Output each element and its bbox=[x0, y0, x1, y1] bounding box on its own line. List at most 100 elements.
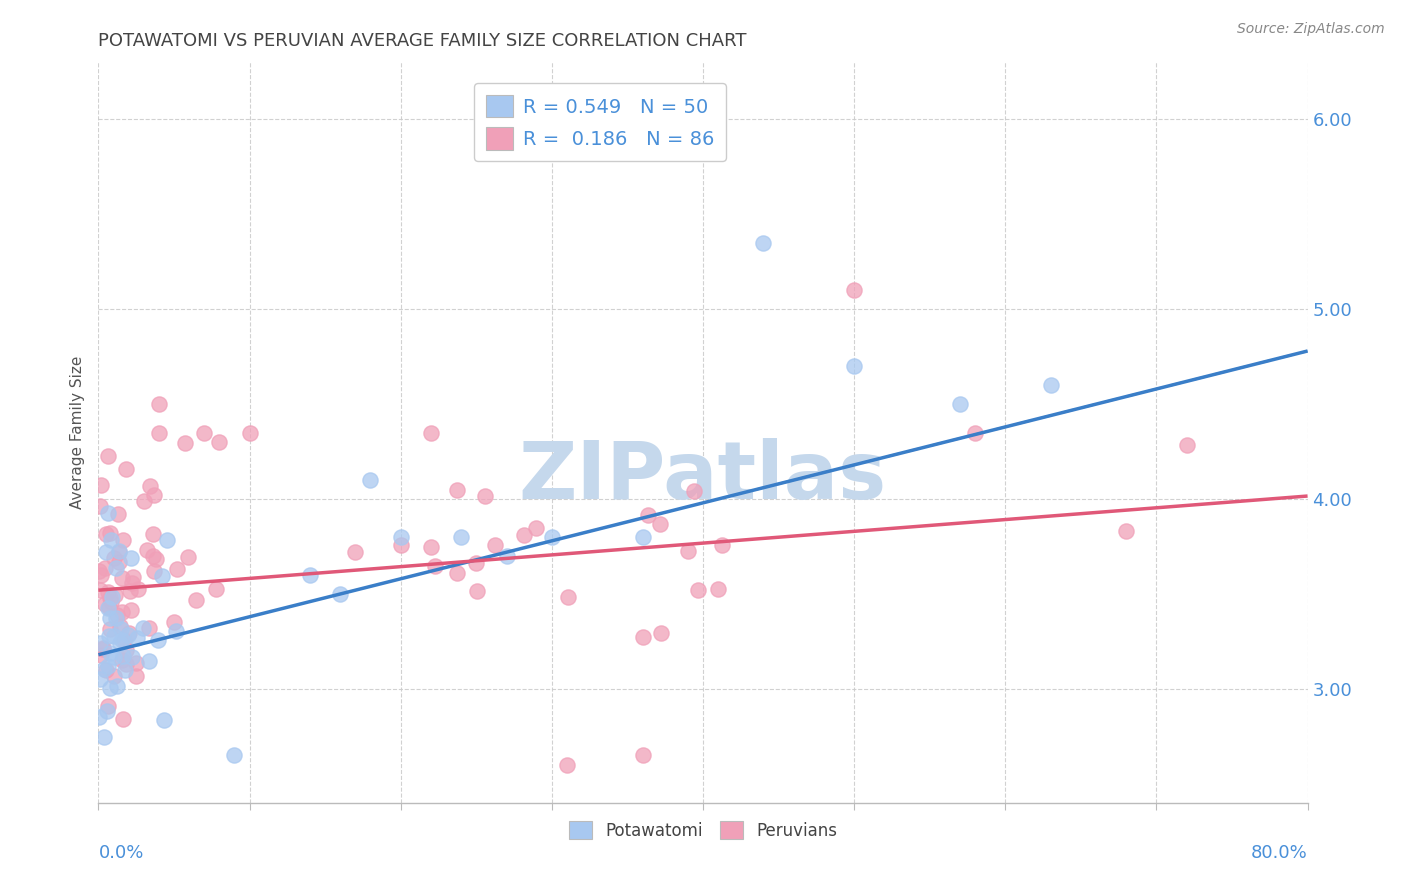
Point bbox=[118, 626, 141, 640]
Point bbox=[114, 462, 136, 476]
Point bbox=[146, 633, 169, 648]
Point bbox=[650, 626, 672, 640]
Point bbox=[148, 425, 170, 440]
Point bbox=[121, 649, 143, 664]
Point bbox=[138, 621, 160, 635]
Point bbox=[631, 748, 654, 763]
Point bbox=[420, 541, 443, 555]
Point bbox=[142, 527, 165, 541]
Point bbox=[1115, 524, 1137, 538]
Point bbox=[101, 590, 124, 604]
Point bbox=[711, 538, 734, 552]
Point bbox=[110, 622, 132, 636]
Point bbox=[465, 556, 488, 570]
Point bbox=[688, 583, 710, 598]
Point bbox=[115, 643, 138, 657]
Point bbox=[631, 530, 654, 544]
Point bbox=[114, 663, 136, 677]
Point bbox=[150, 569, 173, 583]
Point bbox=[474, 489, 496, 503]
Point bbox=[90, 648, 112, 663]
Point bbox=[90, 478, 112, 492]
Point bbox=[125, 669, 148, 683]
Point bbox=[389, 530, 412, 544]
Point bbox=[98, 591, 121, 605]
Point bbox=[120, 583, 142, 598]
Point bbox=[98, 646, 121, 660]
Point bbox=[205, 582, 228, 596]
Point bbox=[143, 564, 166, 578]
Point bbox=[103, 650, 125, 665]
Point bbox=[111, 533, 134, 547]
Point bbox=[117, 628, 139, 642]
Point bbox=[105, 608, 128, 623]
Point bbox=[103, 668, 125, 682]
Point bbox=[115, 657, 138, 672]
Point bbox=[112, 633, 135, 648]
Point bbox=[484, 538, 506, 552]
Point bbox=[446, 566, 468, 580]
Point bbox=[173, 436, 195, 450]
Text: 80.0%: 80.0% bbox=[1251, 844, 1308, 862]
Text: 0.0%: 0.0% bbox=[98, 844, 143, 862]
Point bbox=[648, 516, 671, 531]
Point bbox=[89, 636, 111, 650]
Point bbox=[138, 654, 160, 668]
Point bbox=[108, 544, 131, 558]
Point bbox=[89, 499, 111, 513]
Point bbox=[450, 530, 472, 544]
Point bbox=[965, 425, 987, 440]
Point bbox=[94, 597, 117, 611]
Point bbox=[108, 619, 131, 633]
Point bbox=[98, 629, 121, 643]
Point bbox=[135, 542, 157, 557]
Point bbox=[120, 551, 142, 566]
Point bbox=[134, 493, 156, 508]
Point bbox=[224, 748, 246, 763]
Point bbox=[138, 479, 160, 493]
Point bbox=[94, 545, 117, 559]
Point bbox=[100, 594, 122, 608]
Point bbox=[107, 508, 129, 522]
Point bbox=[111, 653, 134, 667]
Point bbox=[97, 449, 120, 463]
Point bbox=[844, 283, 866, 297]
Point bbox=[98, 681, 121, 696]
Point bbox=[127, 582, 149, 596]
Point bbox=[676, 543, 699, 558]
Point bbox=[153, 713, 176, 727]
Point bbox=[683, 483, 706, 498]
Point bbox=[420, 425, 443, 440]
Point bbox=[844, 359, 866, 374]
Point bbox=[94, 560, 117, 574]
Point bbox=[107, 545, 129, 559]
Point bbox=[103, 551, 125, 566]
Point bbox=[299, 568, 322, 582]
Point bbox=[98, 525, 121, 540]
Point bbox=[112, 712, 135, 726]
Point bbox=[389, 538, 412, 552]
Point bbox=[93, 730, 115, 744]
Text: Source: ZipAtlas.com: Source: ZipAtlas.com bbox=[1237, 22, 1385, 37]
Point bbox=[540, 530, 562, 544]
Point bbox=[91, 640, 114, 655]
Point bbox=[467, 584, 489, 599]
Point bbox=[949, 397, 972, 411]
Point bbox=[1039, 378, 1062, 392]
Point bbox=[96, 526, 118, 541]
Point bbox=[637, 508, 659, 522]
Point bbox=[121, 576, 143, 591]
Point bbox=[89, 672, 111, 686]
Point bbox=[193, 425, 215, 440]
Point bbox=[141, 549, 163, 563]
Point bbox=[93, 662, 115, 676]
Point bbox=[156, 533, 179, 547]
Point bbox=[87, 564, 110, 578]
Point bbox=[96, 506, 118, 520]
Point bbox=[97, 698, 120, 713]
Point bbox=[104, 588, 127, 602]
Point bbox=[100, 533, 122, 547]
Point bbox=[555, 757, 578, 772]
Point bbox=[208, 435, 231, 450]
Point bbox=[90, 567, 112, 582]
